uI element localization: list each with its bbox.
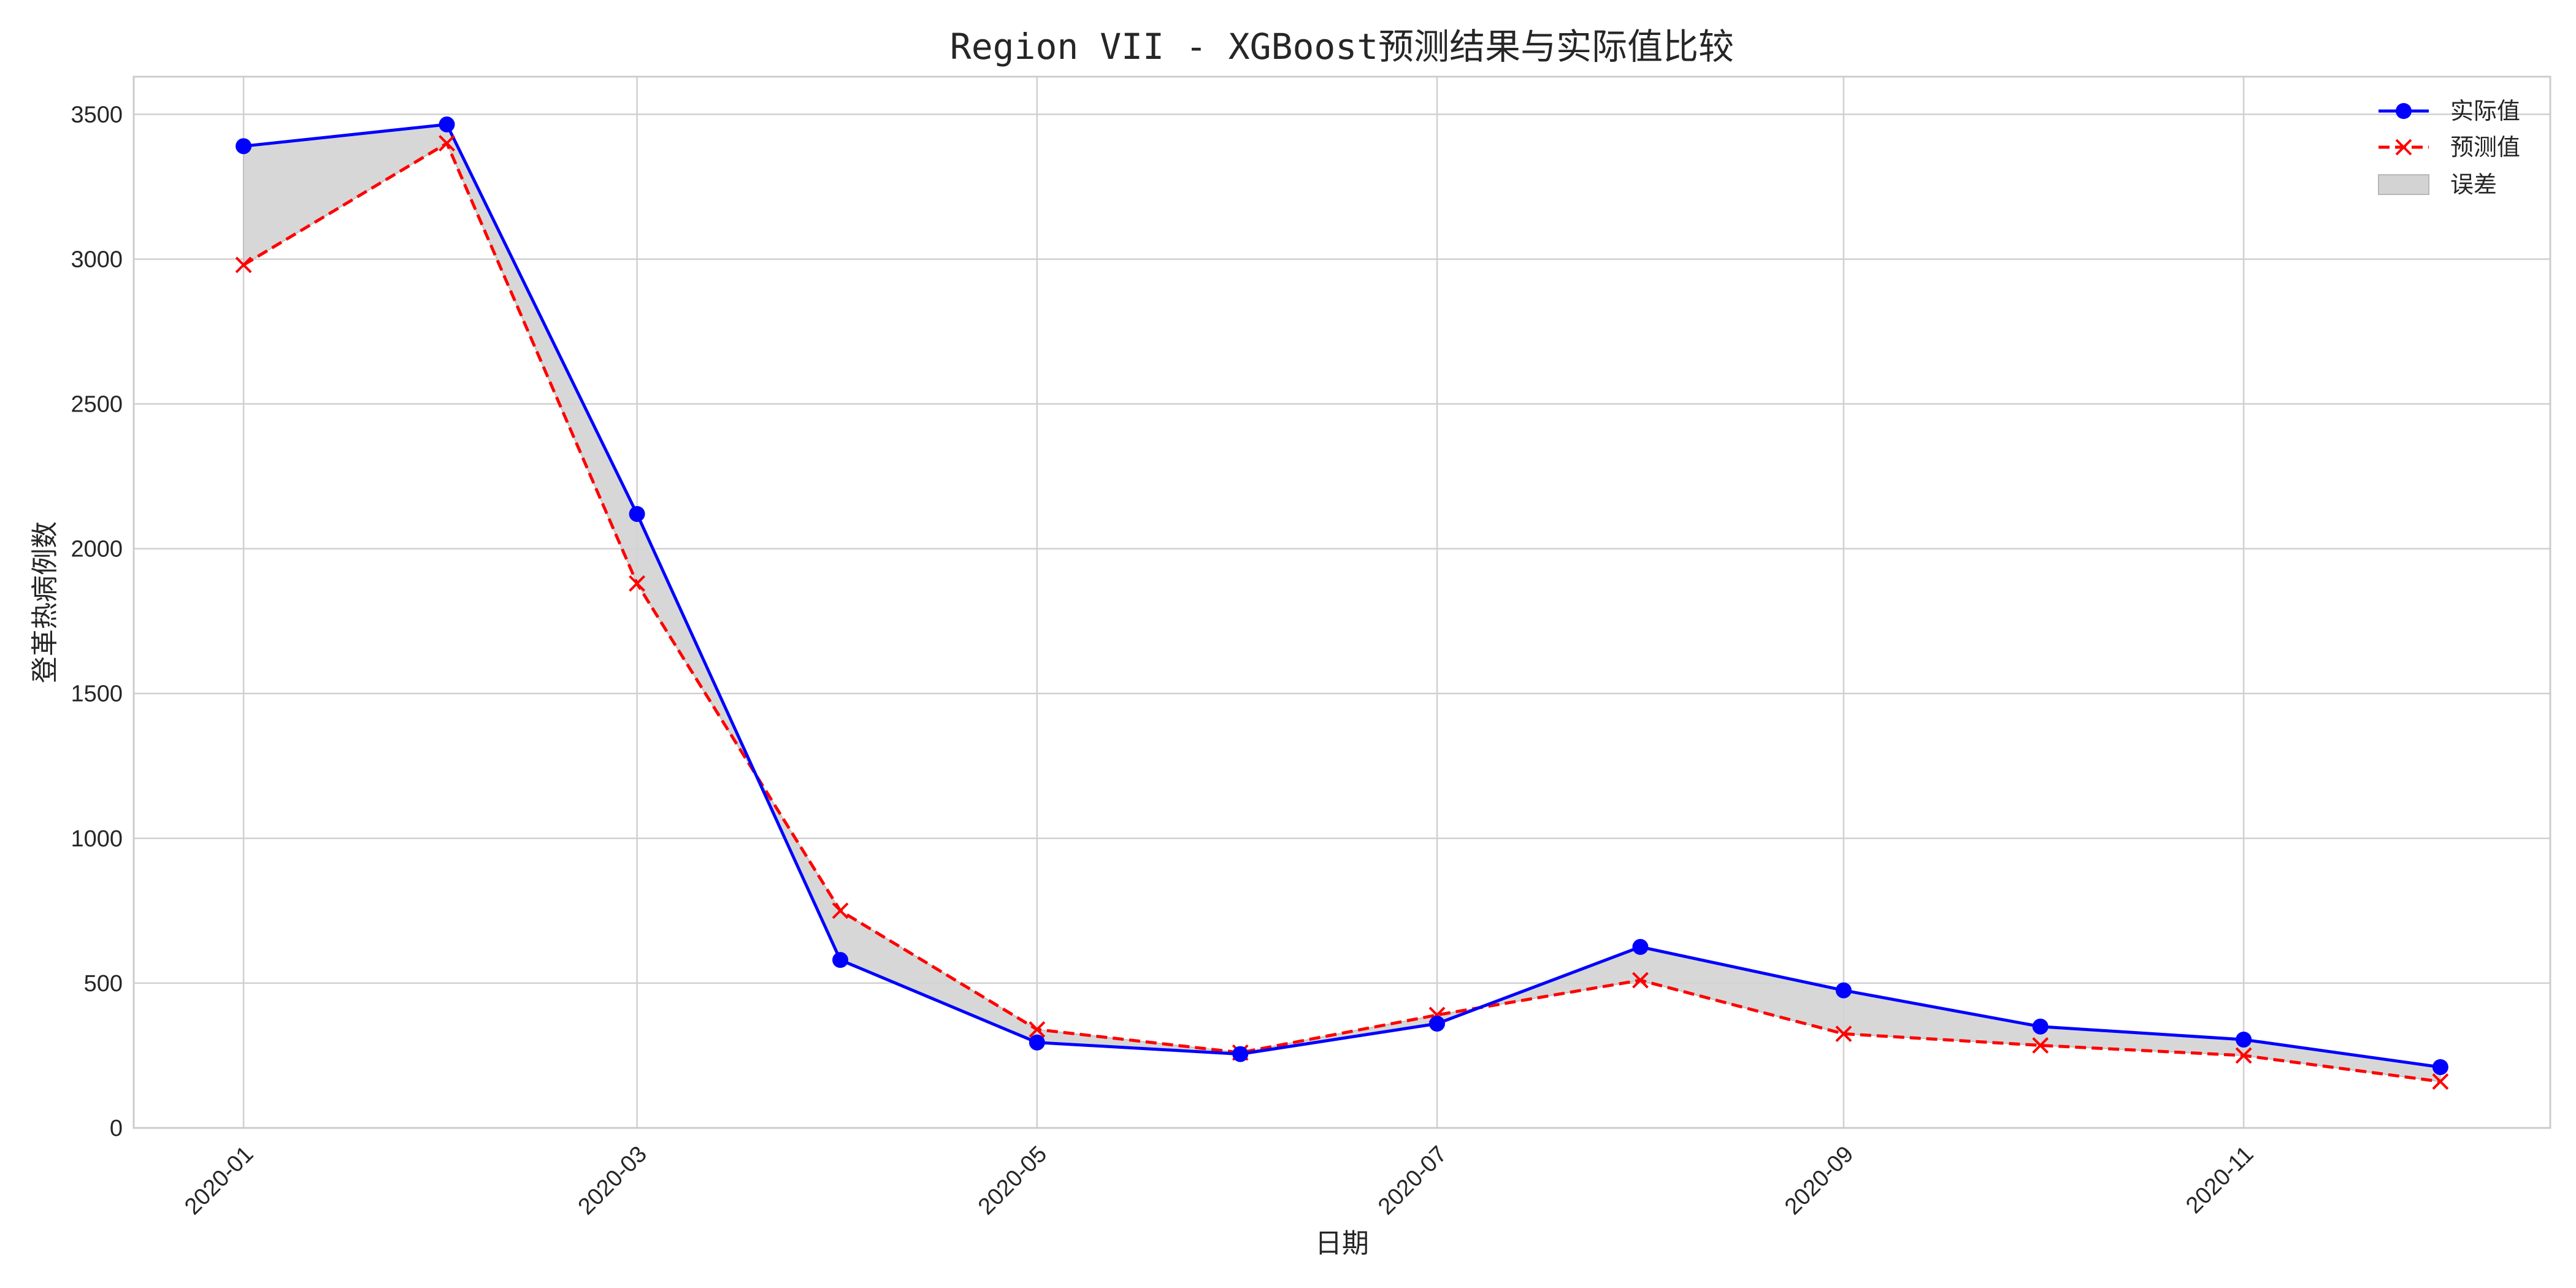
y-tick-label: 3000 <box>71 247 123 272</box>
legend-actual-marker <box>2396 103 2412 119</box>
predicted-point-marker <box>2432 1073 2449 1090</box>
predicted-point-marker <box>439 135 455 152</box>
actual-point-marker <box>1429 1016 1446 1032</box>
actual-point-marker <box>629 505 645 522</box>
actual-point-marker <box>2032 1018 2049 1035</box>
y-tick-label: 1000 <box>71 826 123 852</box>
y-tick-label: 1500 <box>71 681 123 707</box>
predicted-series-line <box>242 140 2441 1083</box>
legend-error-label: 误差 <box>2450 171 2497 198</box>
predicted-point-marker <box>1632 972 1649 989</box>
actual-point-marker <box>439 116 455 132</box>
actual-series-line <box>243 123 2441 1069</box>
y-tick-labels: 0 500 1000 1500 2000 2500 3000 3500 <box>71 102 123 1141</box>
y-tick-label: 0 <box>110 1116 123 1141</box>
actual-point-marker <box>1232 1046 1249 1062</box>
y-axis-label: 登革热病例数 <box>29 521 61 683</box>
actual-point-marker <box>1029 1034 1045 1051</box>
y-tick-label: 2000 <box>71 537 123 562</box>
actual-point-marker <box>2432 1059 2448 1075</box>
series-layer <box>235 116 2449 1090</box>
actual-point-marker <box>832 952 849 968</box>
predicted-point-marker <box>1835 1025 1852 1042</box>
grid <box>134 77 2550 1129</box>
legend: 实际值 预测值 误差 <box>2378 98 2520 198</box>
y-tick-label: 2500 <box>71 392 123 418</box>
predicted-point-marker <box>2032 1037 2049 1054</box>
predicted-point-marker <box>1029 1021 1046 1038</box>
actual-point-marker <box>236 138 252 155</box>
actual-point-marker <box>2236 1031 2252 1048</box>
y-tick-label: 3500 <box>71 102 123 128</box>
predicted-point-marker <box>832 902 849 919</box>
y-tick-label: 500 <box>84 971 123 997</box>
x-axis-label: 日期 <box>1315 1228 1369 1259</box>
actual-point-marker <box>1835 982 1852 999</box>
legend-predicted-label: 预测值 <box>2450 134 2520 161</box>
chart-title: Region VII - XGBoost预测结果与实际值比较 <box>950 26 1734 67</box>
actual-point-marker <box>1632 938 1649 955</box>
plot-frame <box>132 75 2551 1129</box>
legend-actual-label: 实际值 <box>2450 98 2520 125</box>
predicted-point-marker <box>629 575 646 592</box>
legend-predicted-marker <box>2395 139 2412 156</box>
predicted-point-marker <box>2235 1047 2252 1064</box>
predicted-point-marker <box>235 256 252 274</box>
legend-error-swatch <box>2378 174 2429 195</box>
